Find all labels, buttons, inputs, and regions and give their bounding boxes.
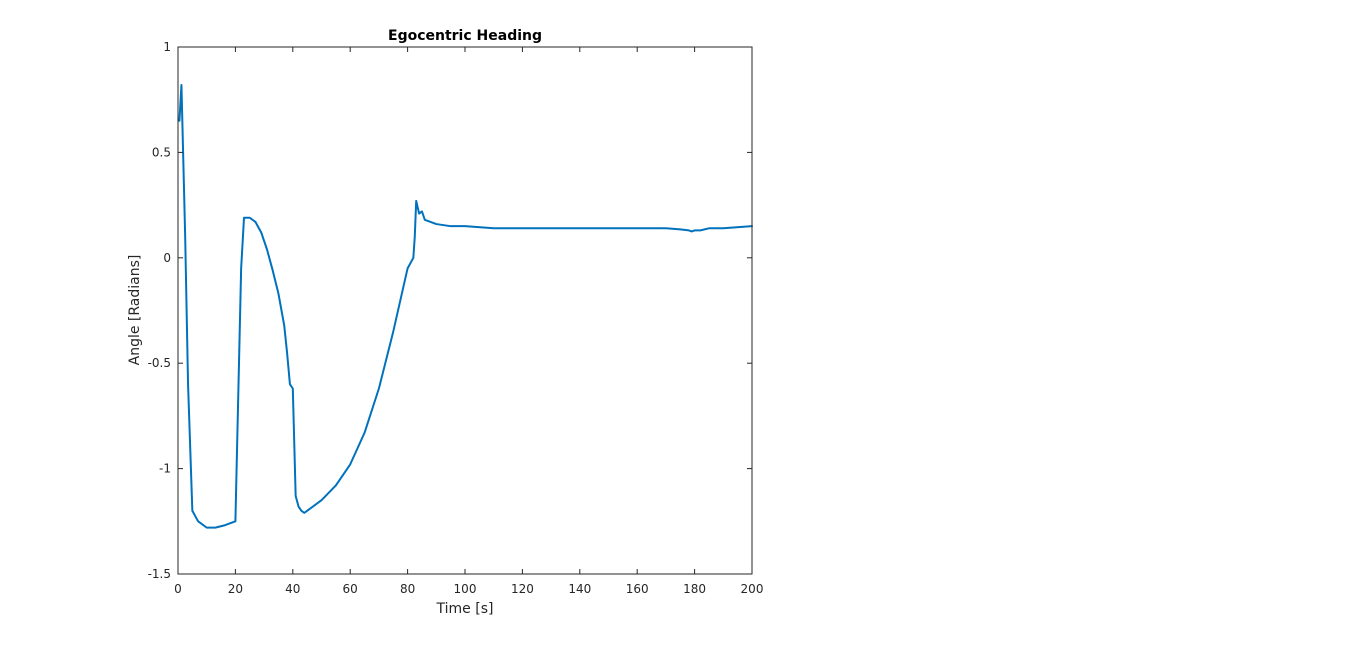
y-tick-label: -0.5 <box>148 356 171 370</box>
x-tick-label: 160 <box>626 582 649 596</box>
axes-box <box>177 46 753 575</box>
chart-title: Egocentric Heading <box>388 28 542 44</box>
x-tick-label: 80 <box>400 582 415 596</box>
x-tick-label: 180 <box>683 582 706 596</box>
y-tick-label: -1 <box>159 462 171 476</box>
y-tick-label: 0.5 <box>152 145 171 159</box>
x-tick-label: 140 <box>568 582 591 596</box>
x-axis-label: Time [s] <box>436 601 494 617</box>
x-tick-label: 120 <box>511 582 534 596</box>
x-tick-label: 100 <box>454 582 477 596</box>
tick-layer: 0 20 40 60 80 100 120 140 160 180 200 -1.5 -1 -0.5 0 0.… <box>148 40 764 596</box>
y-tick-label: 1 <box>163 40 171 54</box>
y-tick-label: 0 <box>163 251 171 265</box>
x-tick-label: 60 <box>343 582 358 596</box>
x-tick-label: 0 <box>174 582 182 596</box>
plot-area <box>178 47 752 574</box>
x-tick-label: 200 <box>741 582 764 596</box>
y-tick-label: -1.5 <box>148 567 171 581</box>
data-layer <box>178 83 753 529</box>
y-axis-label: Angle [Radians] <box>127 255 143 366</box>
x-tick-label: 20 <box>228 582 243 596</box>
series-line-0 <box>178 83 753 529</box>
x-tick-label: 40 <box>285 582 300 596</box>
